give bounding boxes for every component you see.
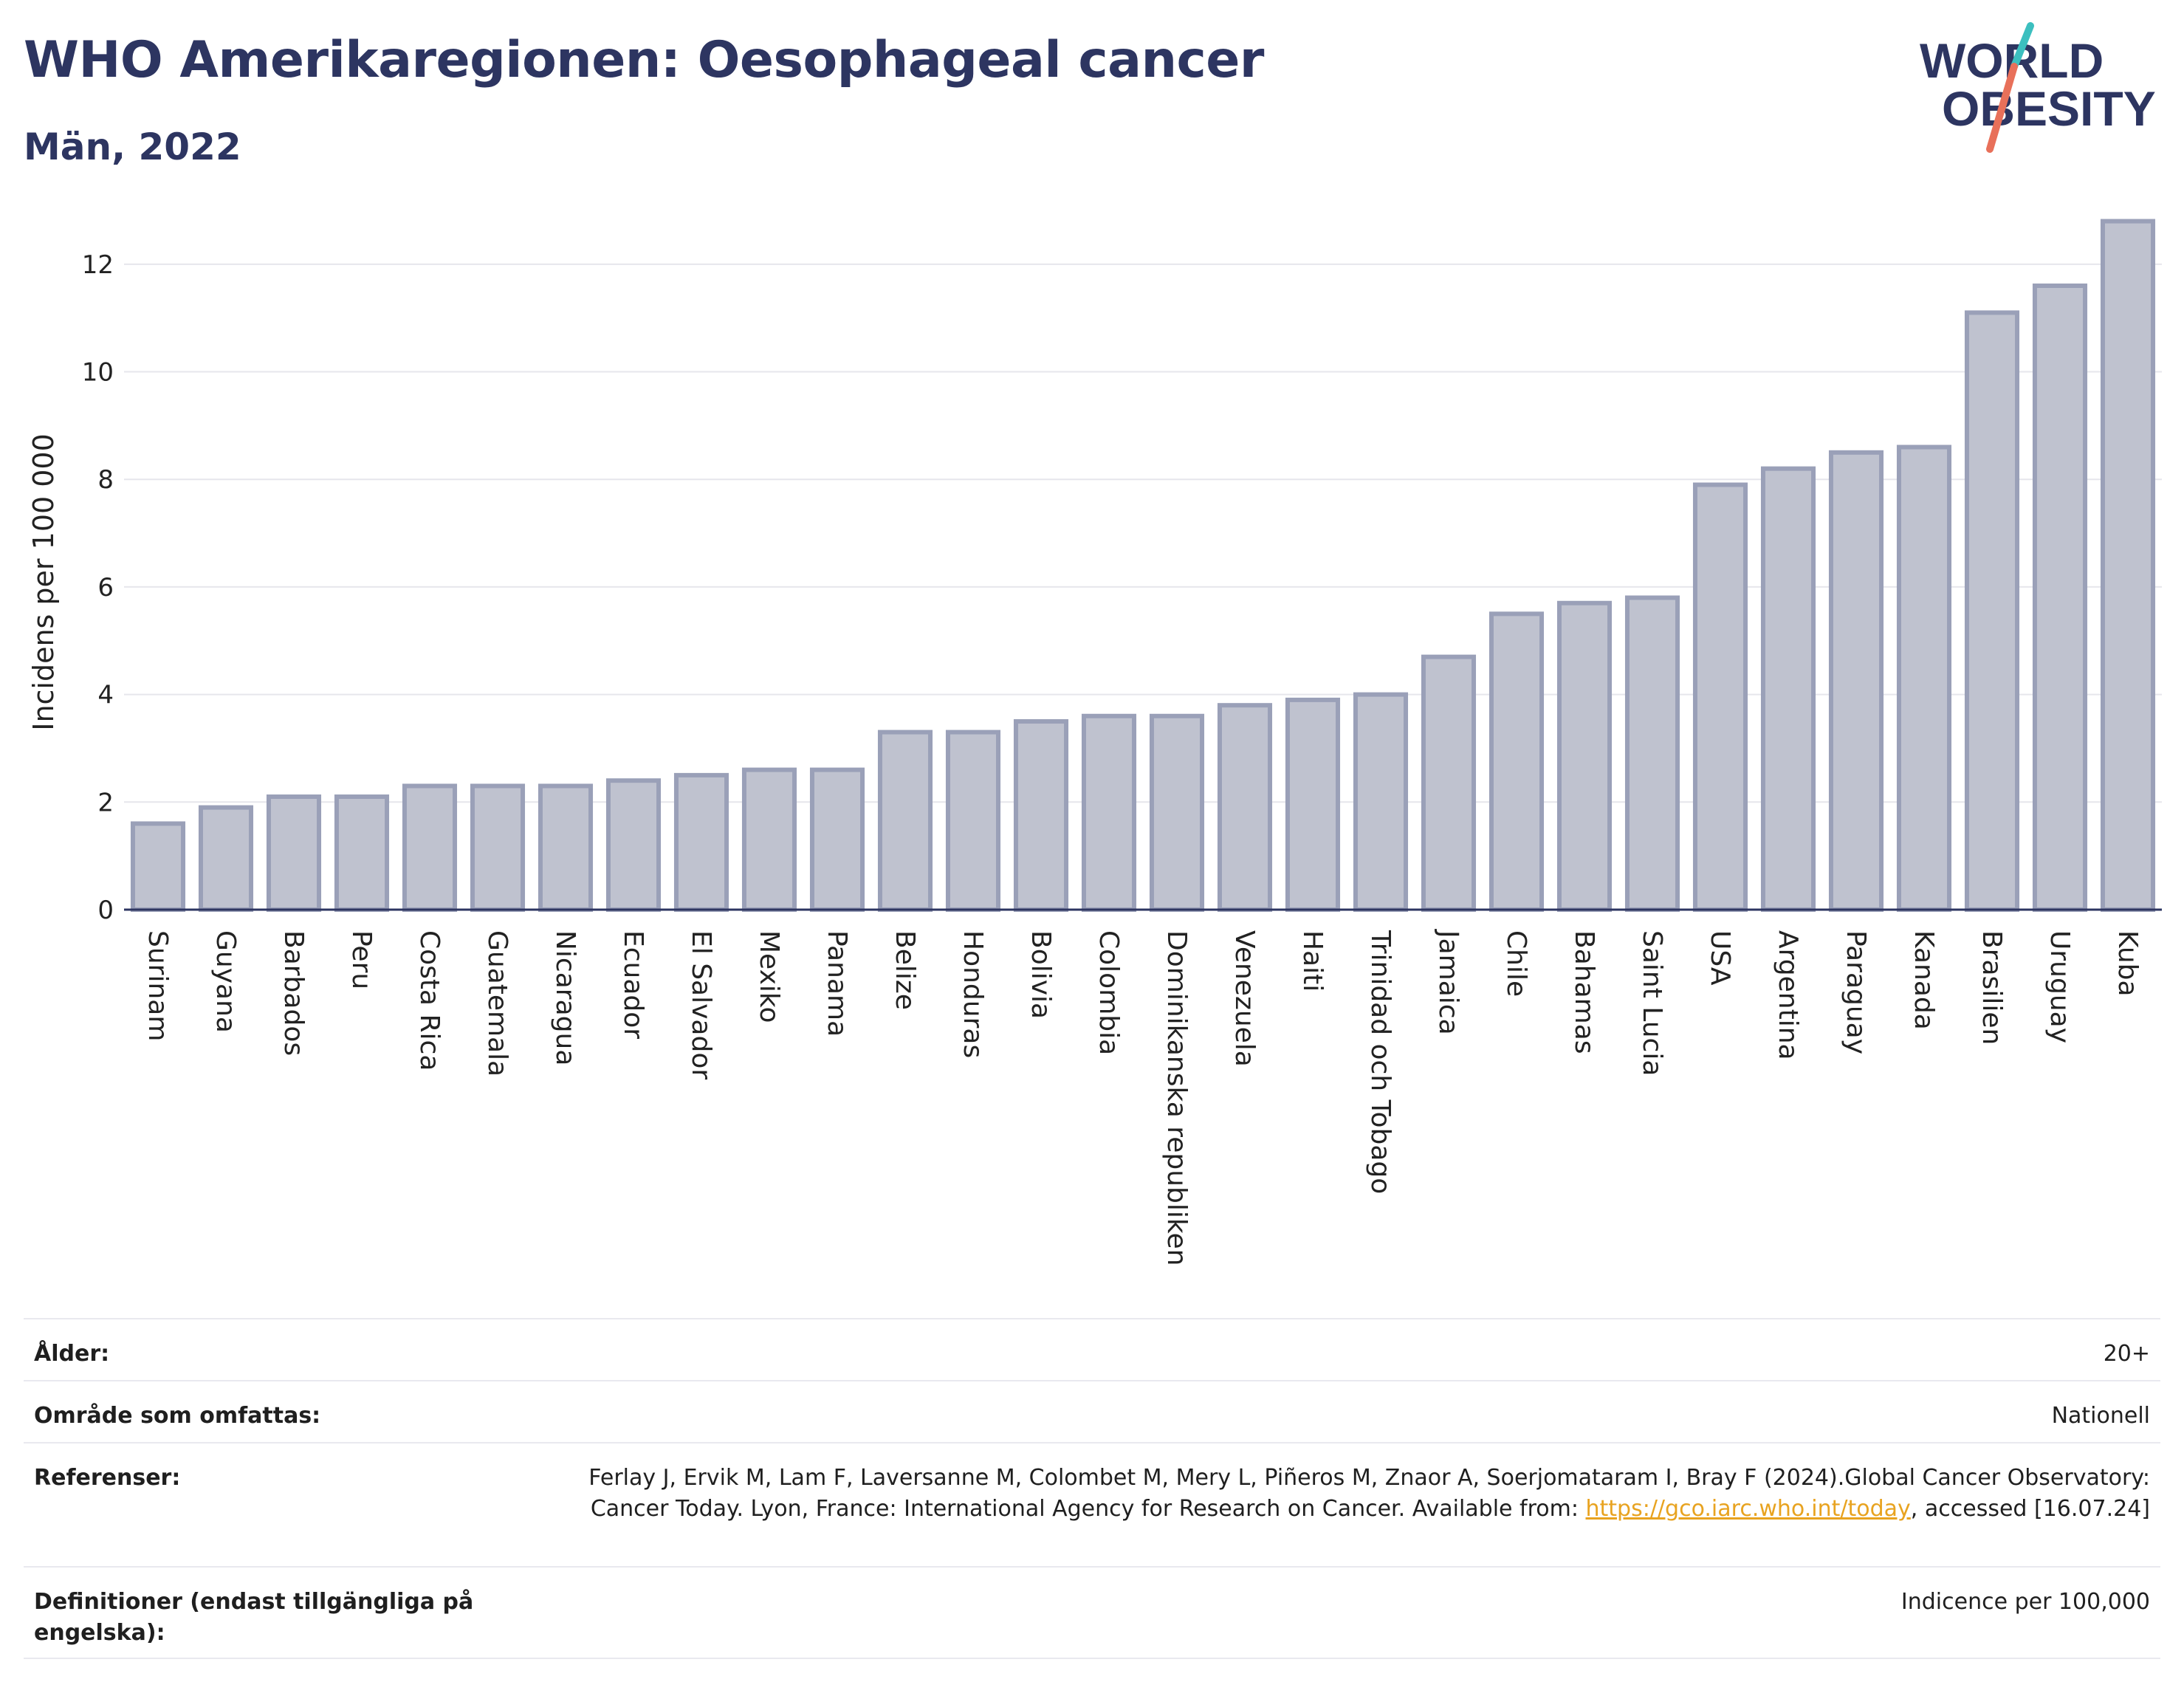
logo-slash-top xyxy=(2010,22,2034,70)
definitions-label: Definitioner (endast tillgängliga på eng… xyxy=(34,1589,474,1646)
x-tick-label: Panama xyxy=(822,930,852,1037)
x-tick-label: Trinidad och Tobago xyxy=(1365,930,1395,1194)
y-tick-label: 8 xyxy=(97,465,114,495)
chart-title: WHO Amerikaregionen: Oesophageal cancer xyxy=(24,31,1264,89)
x-tick-label: El Salvador xyxy=(686,930,716,1079)
info-row-definitions: Definitioner (endast tillgängliga på eng… xyxy=(24,1566,2160,1659)
bar xyxy=(1556,600,1613,912)
bar xyxy=(877,729,933,912)
y-tick-label: 0 xyxy=(97,896,114,925)
y-tick-label: 4 xyxy=(97,681,114,710)
bar xyxy=(1421,654,1477,912)
bar xyxy=(1013,719,1069,912)
info-row-age: Ålder: 20+ xyxy=(24,1318,2160,1380)
bar xyxy=(809,767,865,912)
x-tick-label: Costa Rica xyxy=(414,930,444,1071)
definitions-value: Indicence per 100,000 xyxy=(1900,1589,2150,1615)
references-link[interactable]: https://gco.iarc.who.int/today xyxy=(1585,1496,1911,1522)
bar xyxy=(2032,283,2088,912)
bar xyxy=(741,767,797,912)
x-tick-label: Ecuador xyxy=(618,930,648,1039)
bar xyxy=(1624,595,1680,912)
y-tick-label: 10 xyxy=(82,358,114,388)
x-tick-label: Kanada xyxy=(1909,930,1939,1030)
x-tick-label: Saint Lucia xyxy=(1637,930,1667,1076)
x-tick-label: Peru xyxy=(346,930,377,989)
world-obesity-logo: WORLD OBESITY xyxy=(1920,22,2156,153)
bar xyxy=(334,794,390,912)
x-tick-label: Guatemala xyxy=(482,930,512,1077)
x-tick-label: Belize xyxy=(890,930,920,1010)
bar xyxy=(1828,450,1884,912)
bar xyxy=(1692,482,1748,912)
x-tick-label: Surinam xyxy=(142,930,173,1041)
x-tick-label: Paraguay xyxy=(1841,930,1871,1054)
area-label: Område som omfattas: xyxy=(34,1403,321,1429)
area-value: Nationell xyxy=(2051,1403,2150,1429)
x-tick-label: Colombia xyxy=(1093,930,1124,1055)
x-tick-label: Mexiko xyxy=(754,930,784,1023)
y-tick-label: 6 xyxy=(97,573,114,602)
x-tick-label: Brasilien xyxy=(1977,930,2007,1045)
references-accessed: , accessed [16.07.24] xyxy=(1910,1496,2150,1522)
bar xyxy=(605,778,662,912)
bar-chart: 0 2 4 6 8 10 12 Incidens per 100 000 Surinam Guya… xyxy=(27,219,2162,1266)
bar xyxy=(1488,611,1545,912)
x-tick-label: Bahamas xyxy=(1569,930,1599,1054)
bar xyxy=(266,794,322,912)
bar xyxy=(538,783,594,913)
age-label: Ålder: xyxy=(34,1341,110,1367)
y-tick-label: 12 xyxy=(82,250,114,280)
bar xyxy=(1285,697,1341,913)
bar xyxy=(1149,713,1205,912)
bar xyxy=(1964,310,2020,912)
x-tick-label: Venezuela xyxy=(1229,930,1260,1067)
logo-slash-bottom xyxy=(1986,63,2018,153)
info-row-references: Referenser: Ferlay J, Ervik M, Lam F, La… xyxy=(24,1442,2160,1566)
x-tick-label: Kuba xyxy=(2112,930,2143,997)
bar xyxy=(1353,692,1409,912)
bar xyxy=(470,783,526,913)
bar xyxy=(1081,713,1137,912)
x-tick-label: Chile xyxy=(1501,930,1531,997)
x-tick-label: Dominikanska republiken xyxy=(1161,930,1192,1266)
x-tick-label: Barbados xyxy=(278,930,309,1056)
x-tick-label: Argentina xyxy=(1773,930,1803,1060)
y-axis-label: Incidens per 100 000 xyxy=(27,433,60,731)
bar xyxy=(198,805,254,912)
x-tick-label: Guyana xyxy=(210,930,241,1033)
x-tick-label: Honduras xyxy=(958,930,988,1058)
bar xyxy=(945,729,1001,912)
references-value: Ferlay J, Ervik M, Lam F, Laversanne M, … xyxy=(526,1463,2150,1525)
y-tick-label: 2 xyxy=(97,788,114,817)
x-tick-label: Bolivia xyxy=(1026,930,1056,1019)
info-row-area: Område som omfattas: Nationell xyxy=(24,1380,2160,1442)
bar xyxy=(130,821,186,913)
bar xyxy=(1217,703,1273,913)
references-label: Referenser: xyxy=(34,1465,181,1491)
x-tick-label: Uruguay xyxy=(2044,930,2075,1043)
age-value: 20+ xyxy=(2103,1341,2150,1367)
x-tick-label: Jamaica xyxy=(1433,929,1463,1035)
x-tick-label: Nicaragua xyxy=(550,930,580,1065)
bar xyxy=(2100,219,2156,913)
bar xyxy=(1896,444,1952,912)
bar xyxy=(402,783,458,913)
info-table: Ålder: 20+ Område som omfattas: Nationel… xyxy=(24,1318,2160,1659)
chart-subtitle: Män, 2022 xyxy=(24,126,241,168)
references-text: Ferlay J, Ervik M, Lam F, Laversanne M, … xyxy=(588,1465,2150,1522)
bar xyxy=(1760,466,1816,912)
x-tick-label: USA xyxy=(1705,930,1735,986)
x-tick-label: Haiti xyxy=(1297,930,1328,992)
bar xyxy=(673,772,729,913)
logo-text-obesity: OBESITY xyxy=(1942,81,2156,136)
